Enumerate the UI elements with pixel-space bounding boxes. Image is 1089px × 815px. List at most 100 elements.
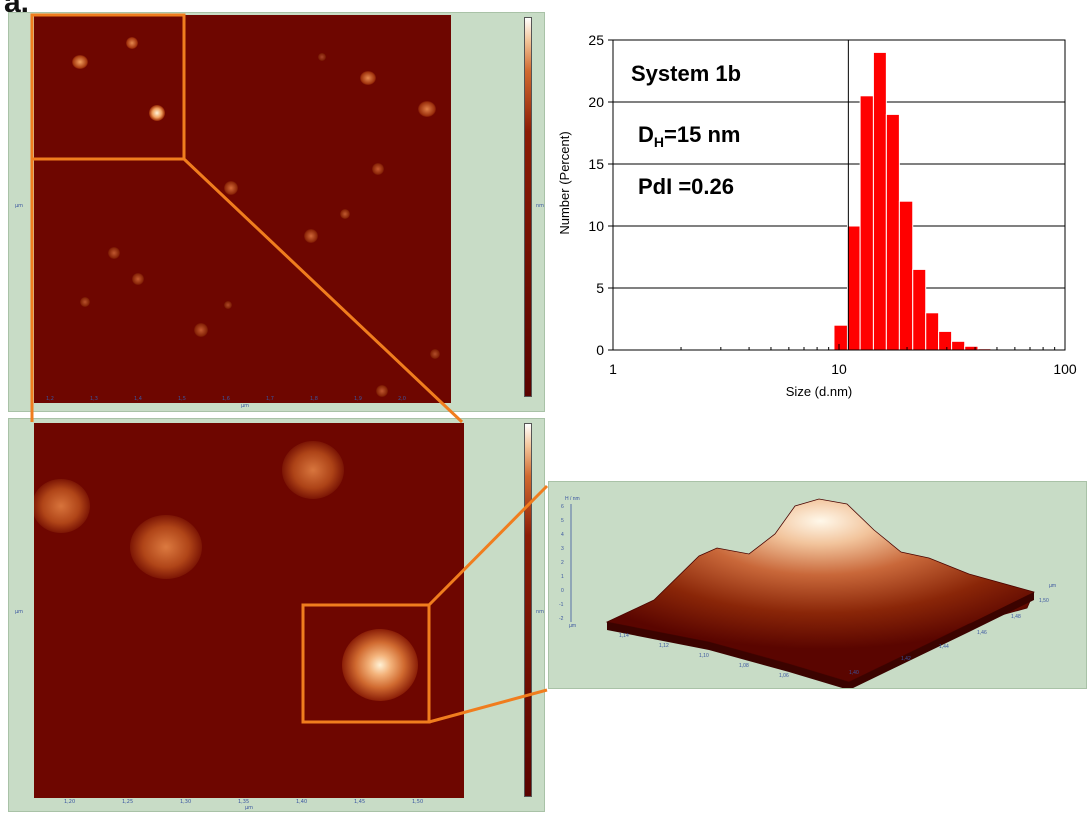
particle [360, 71, 376, 85]
x-tick-label: 1,20 [64, 799, 76, 805]
y-tick-label: 20 [588, 94, 604, 110]
surface-mesh [605, 498, 1035, 683]
afm-bottom-image [34, 423, 464, 798]
bar [951, 340, 966, 351]
x-tick-label: 1,3 [90, 396, 98, 402]
particle [132, 273, 144, 285]
z-tick-label: 6 [561, 504, 564, 510]
front-tick-label: 1,08 [739, 663, 749, 669]
z-tick-label: 1 [561, 574, 564, 580]
x-tick-label: 1,7 [266, 396, 274, 402]
y-tick-label: 10 [588, 218, 604, 234]
afm-3d-frame: H / nm 6 5 4 3 2 1 0 -1 -2 µm µm 1,14 1,… [548, 481, 1087, 689]
front-tick-label: 1,12 [659, 643, 669, 649]
y-tick-label: 0 [596, 342, 604, 358]
x-tick-label: 1,35 [238, 799, 250, 805]
afm-top-color-scale [524, 17, 532, 397]
particle [372, 163, 384, 175]
x-tick-label: 1,4 [134, 396, 142, 402]
particle [149, 105, 165, 121]
dh-subscript: H [654, 134, 664, 150]
x-tick-label: 10 [831, 361, 847, 377]
particle [224, 181, 238, 195]
axis-unit-right: µm [1049, 583, 1056, 589]
particle [340, 209, 350, 219]
y-tick-labels: 0 5 10 15 20 25 [588, 32, 613, 358]
afm-bottom-frame: µm 1,20 1,25 1,30 1,35 1,40 1,45 1,50 µm… [8, 418, 545, 812]
afm-top-image [34, 15, 451, 403]
particle [318, 53, 326, 61]
afm-top-y-unit: µm [15, 203, 24, 209]
afm-bottom-color-scale [524, 423, 532, 797]
bar [872, 51, 887, 351]
right-tick-label: 1,42 [901, 656, 911, 662]
y-axis-label: Number (Percent) [557, 131, 572, 234]
y-tick-label: 15 [588, 156, 604, 172]
x-tick-label: 1 [609, 361, 617, 377]
bar [912, 268, 927, 351]
particle [34, 479, 90, 533]
z-tick-label: 5 [561, 518, 564, 524]
x-tick-label: 1,50 [412, 799, 424, 805]
particle [224, 301, 232, 309]
annotation-system: System 1b [631, 61, 741, 86]
annotation-dh: DH=15 nm [638, 122, 740, 150]
particle [418, 101, 436, 117]
x-tick-label: 1,5 [178, 396, 186, 402]
x-tick-label: 1,30 [180, 799, 192, 805]
dh-symbol: D [638, 122, 654, 147]
x-tick-label: 1,8 [310, 396, 318, 402]
x-tick-label: 1,45 [354, 799, 366, 805]
x-axis-label: Size (d.nm) [786, 384, 852, 399]
bar [885, 113, 900, 351]
x-tick-label: 100 [1053, 361, 1077, 377]
particle [80, 297, 90, 307]
bar [938, 330, 953, 351]
surface-front-edge [607, 592, 1034, 688]
right-tick-label: 1,46 [977, 630, 987, 636]
particle [194, 323, 208, 337]
x-tick-label: 1,9 [354, 396, 362, 402]
right-tick-label: 1,48 [1011, 614, 1021, 620]
afm-top-z-unit: nm [536, 203, 545, 209]
y-tick-label: 25 [588, 32, 604, 48]
size-histogram-chart: 0 5 10 15 20 25 1 10 100 Size (d.nm) Number (Pe… [557, 32, 1077, 399]
bar [925, 312, 940, 351]
bar [859, 95, 874, 351]
z-tick-label: 3 [561, 546, 564, 552]
afm-3d-surface: H / nm 6 5 4 3 2 1 0 -1 -2 µm µm 1,14 1,… [559, 496, 1056, 688]
afm-bottom-z-unit: nm [536, 609, 545, 615]
z-tick-label: -1 [559, 602, 564, 608]
front-tick-label: 1,14 [619, 633, 629, 639]
bar [833, 324, 848, 351]
bar [898, 200, 914, 351]
x-tick-label: 1,6 [222, 396, 230, 402]
dh-value: =15 nm [664, 122, 740, 147]
right-tick-label: 1,44 [939, 644, 949, 650]
x-tick-label: 2,0 [398, 396, 406, 402]
x-tick-label: 1,25 [122, 799, 134, 805]
right-tick-label: 1,40 [849, 670, 859, 676]
z-tick-label: -2 [559, 616, 564, 622]
x-tick-label: 1,2 [46, 396, 54, 402]
z-tick-label: 0 [561, 588, 564, 594]
annotation-pdi: PdI =0.26 [638, 174, 734, 199]
z-tick-label: 4 [561, 532, 564, 538]
front-tick-label: 1,10 [699, 653, 709, 659]
afm-bottom-x-ticks: 1,20 1,25 1,30 1,35 1,40 1,45 1,50 [34, 799, 464, 807]
axis-unit-left: µm [569, 623, 576, 629]
right-tick-label: 1,50 [1039, 598, 1049, 604]
particle [282, 441, 344, 499]
x-tick-labels: 1 10 100 [609, 344, 1077, 377]
particle [430, 349, 440, 359]
y-tick-label: 5 [596, 280, 604, 296]
z-tick-label: 2 [561, 560, 564, 566]
bar [846, 225, 861, 351]
particle [108, 247, 120, 259]
grid [613, 101, 1065, 289]
particle [130, 515, 202, 579]
afm-top-x-unit: µm [241, 403, 250, 409]
bar [964, 345, 979, 351]
particle [72, 55, 88, 69]
afm-bottom-x-unit: µm [245, 805, 254, 811]
